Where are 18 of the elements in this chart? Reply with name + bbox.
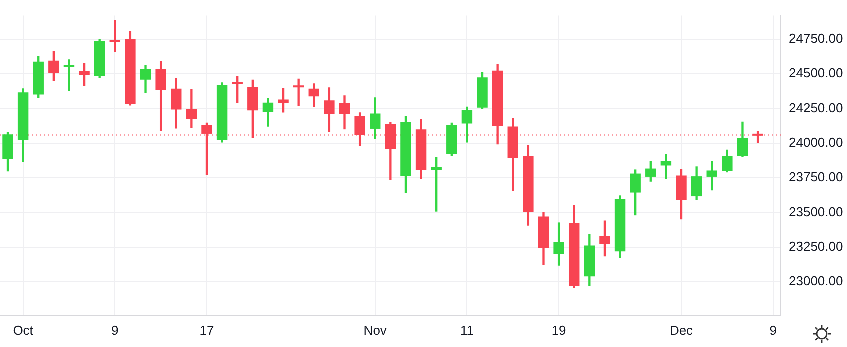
y-tick-label: 24000.00 xyxy=(789,134,844,150)
y-tick-label: 24250.00 xyxy=(789,100,844,116)
x-tick-label: Nov xyxy=(364,322,388,338)
x-tick-label: 19 xyxy=(552,322,566,338)
x-tick-label: 9 xyxy=(770,322,777,338)
candlestick xyxy=(64,60,75,92)
y-tick-label: 23000.00 xyxy=(789,274,844,289)
candlestick xyxy=(660,154,672,180)
y-tick-label: 23750.00 xyxy=(789,170,844,185)
y-tick-label: 23500.00 xyxy=(789,204,844,220)
x-tick-label: Dec xyxy=(670,322,694,338)
y-tick-label: 24500.00 xyxy=(789,66,844,81)
y-tick-label: 23250.00 xyxy=(789,239,844,254)
x-tick-label: 17 xyxy=(200,322,214,338)
y-tick-label: 24750.00 xyxy=(789,30,844,46)
x-tick-label: 9 xyxy=(112,322,119,338)
x-tick-label: Oct xyxy=(13,322,34,338)
x-tick-label: 11 xyxy=(460,322,474,338)
